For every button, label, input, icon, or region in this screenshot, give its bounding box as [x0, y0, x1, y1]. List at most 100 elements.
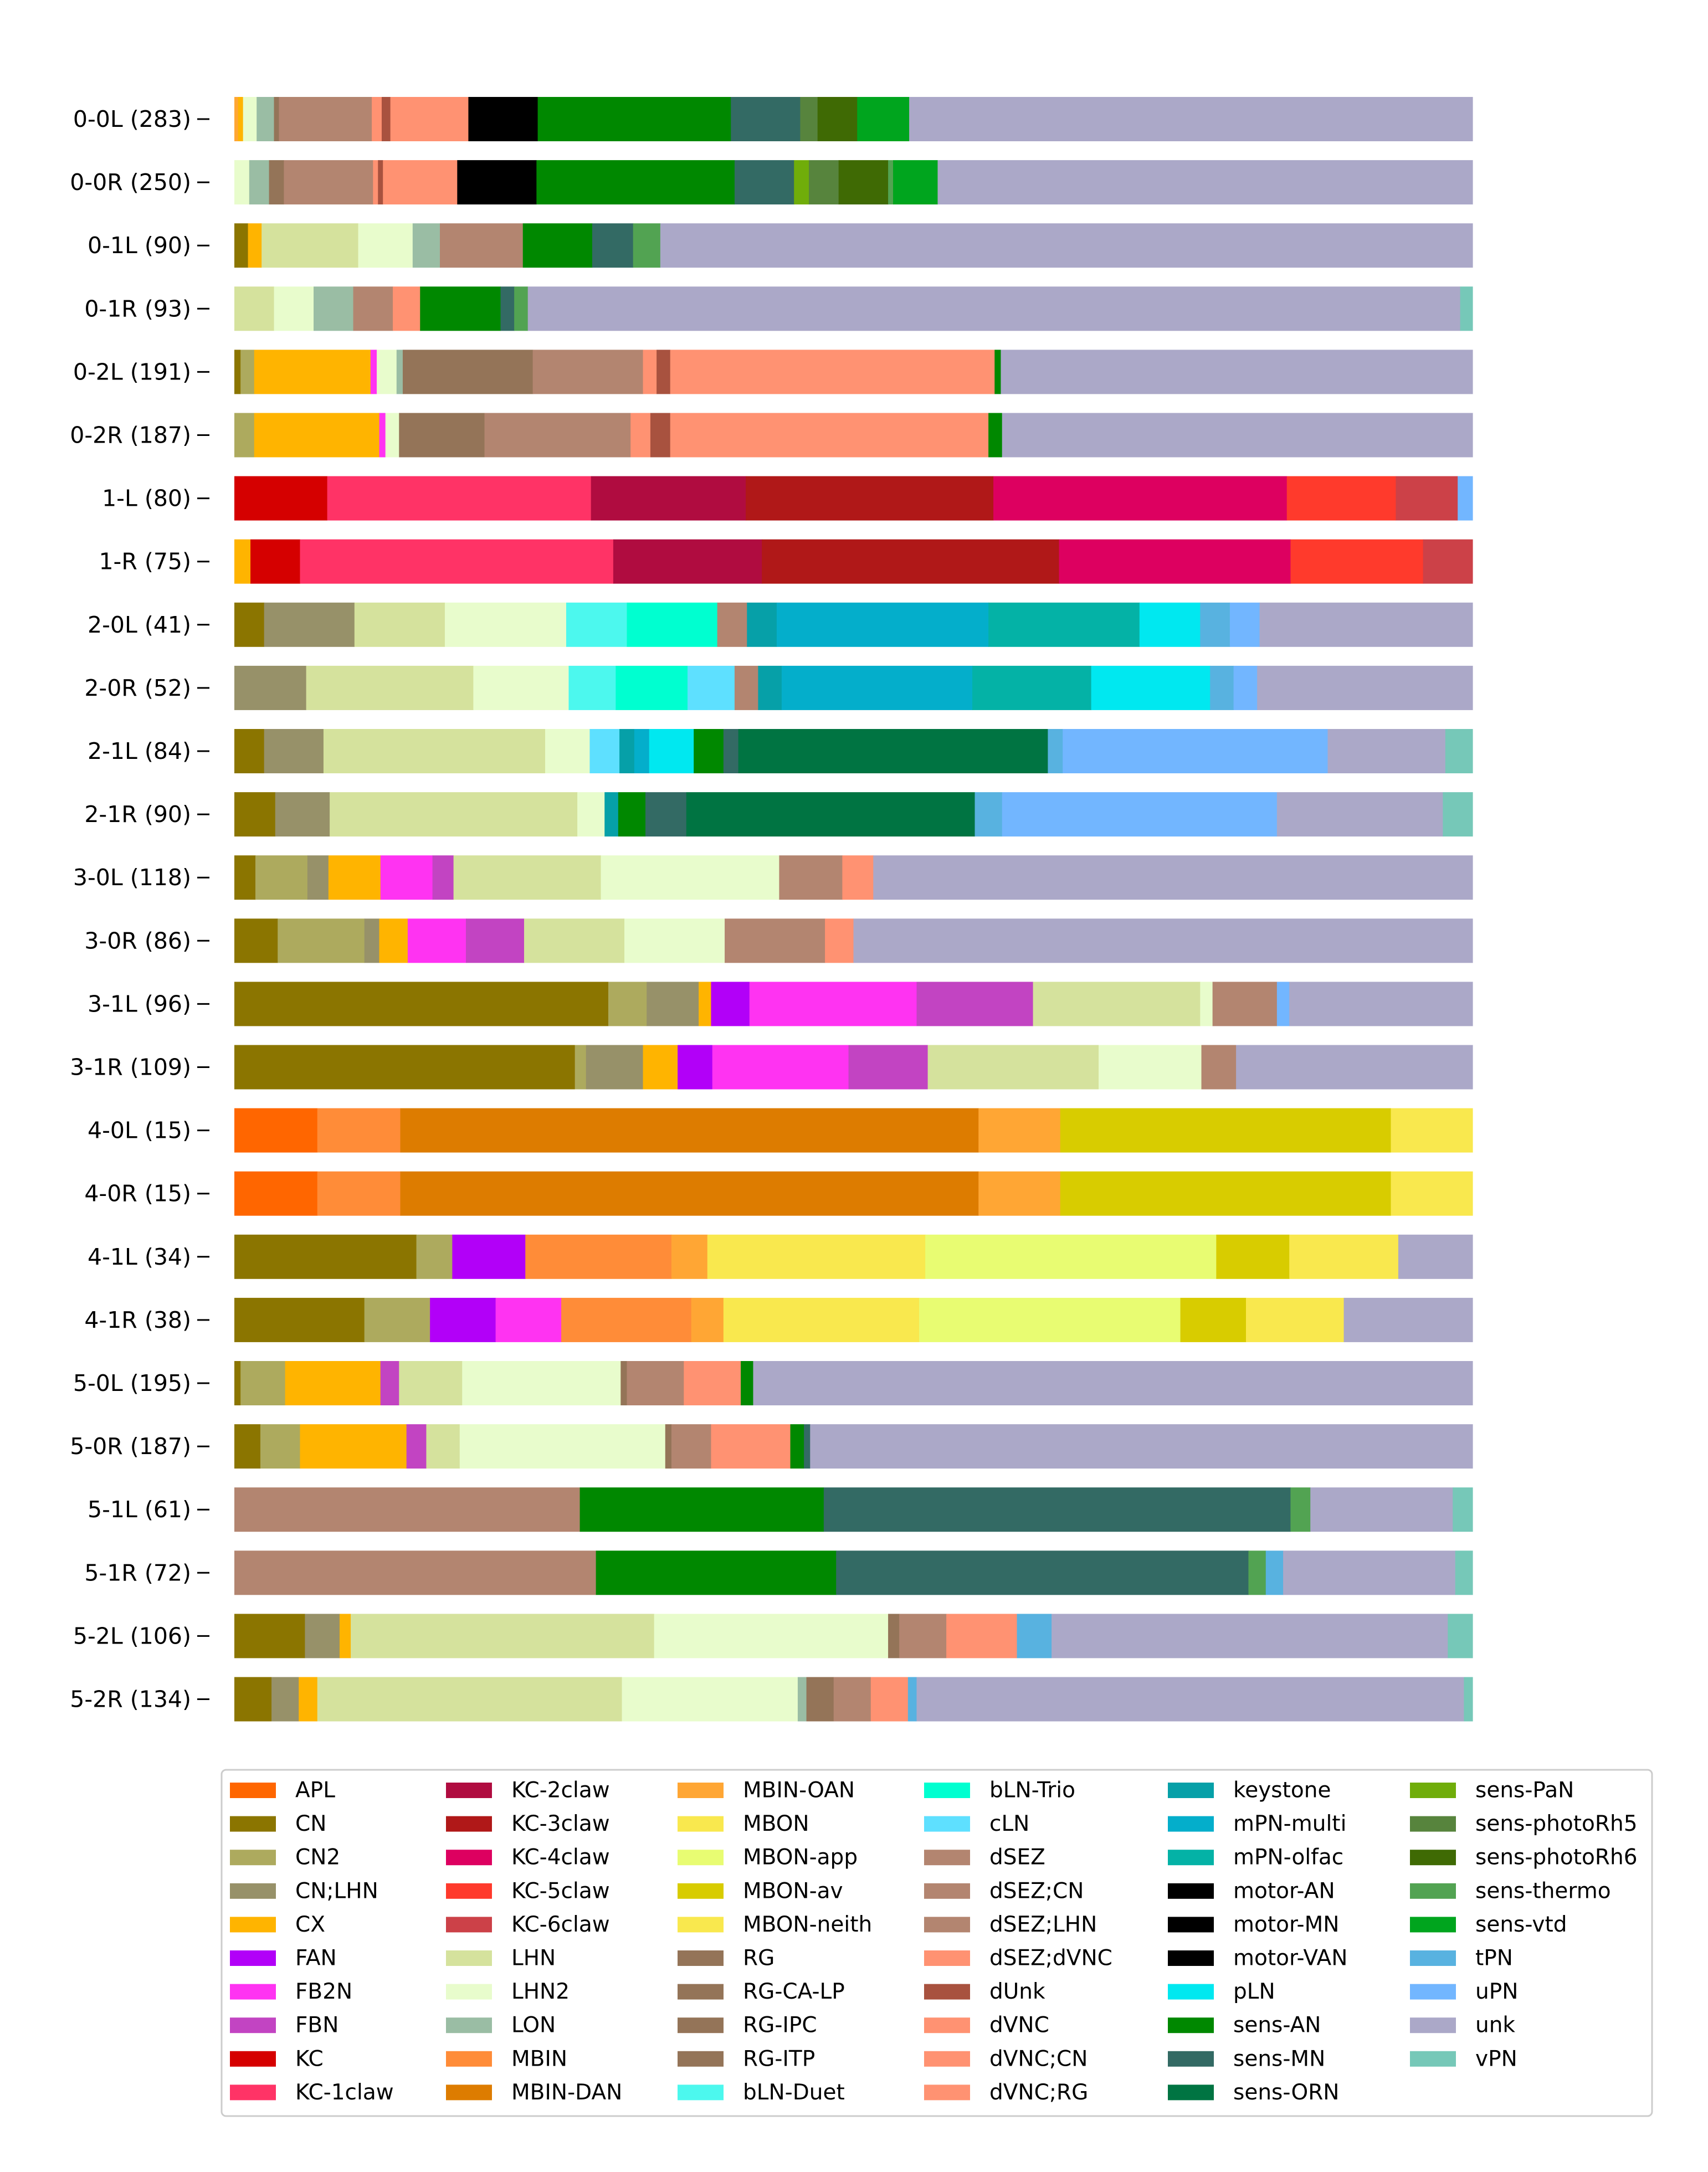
bar-segment-lhn [306, 665, 474, 710]
bar-segment-unk [1236, 1045, 1473, 1090]
bar-segment-cln [688, 665, 735, 710]
legend-label: RG-ITP [743, 2046, 815, 2071]
bar-segment-cn2 [260, 1424, 301, 1469]
bar-segment-lhn [1033, 982, 1201, 1026]
bar-segment-lhn [524, 918, 625, 963]
legend-label: sens-AN [1233, 2013, 1321, 2038]
bar-segment-fan [452, 1234, 526, 1279]
legend-swatch [230, 1917, 276, 1933]
bar-segment-cn2 [364, 1297, 430, 1342]
bar-segment-kc-6claw [1396, 476, 1458, 521]
bar-segment-cn [234, 1361, 241, 1405]
bar-segment-fb2n [712, 1045, 849, 1090]
bar-segment-pln [1091, 665, 1211, 710]
bar-segment-dvnc [825, 918, 854, 963]
bar-segment-lhn2 [622, 1677, 798, 1722]
bar-segment-rg [665, 1424, 672, 1469]
bar-segment-cn [234, 350, 241, 394]
legend-swatch [1168, 1950, 1214, 1966]
legend-label: FAN [295, 1946, 337, 1971]
bar-segment-dsez [353, 286, 393, 331]
legend-label: motor-MN [1233, 1912, 1339, 1937]
bar-segment-dsez [717, 602, 747, 647]
bar-segment-mbon-av [1216, 1234, 1290, 1279]
bar-segment-unk [909, 97, 1473, 141]
legend-swatch [1168, 1883, 1214, 1899]
legend-swatch [230, 1883, 276, 1899]
legend-swatch [1168, 2084, 1214, 2101]
legend-swatch [230, 1816, 276, 1832]
bar-segment-fb2n [379, 413, 386, 458]
bar-segment-vpn [1448, 1614, 1473, 1658]
bar-segment-sens-an [741, 1361, 754, 1405]
bar-segment-kc-3claw [762, 539, 1060, 584]
legend-label: FB2N [295, 1979, 352, 2004]
legend-swatch [446, 1816, 492, 1832]
bar-segment-cn-lhn [234, 665, 307, 710]
bar-segment-tpn [1048, 729, 1063, 773]
legend-label: sens-MN [1233, 2046, 1325, 2071]
bar-segment-cx [285, 1361, 381, 1405]
bar-segment-tpn [1265, 1550, 1284, 1595]
y-tick-label: 2-0L (41) [88, 612, 191, 638]
legend-label: MBON-app [743, 1845, 858, 1870]
bar-segment-unk [1289, 982, 1473, 1026]
bar-segment-bln-trio [616, 665, 688, 710]
legend-label: RG [743, 1946, 775, 1971]
legend-swatch [678, 1917, 724, 1933]
bar-segment-tpn [1017, 1614, 1052, 1658]
legend-swatch [924, 2051, 970, 2067]
legend-swatch [1410, 2051, 1456, 2067]
legend-label: APL [295, 1778, 335, 1803]
bar-segment-sens-thermo [514, 286, 529, 331]
bar-segment-cn [234, 792, 276, 837]
y-tick-label: 0-0R (250) [70, 169, 191, 196]
bar-segment-sens-thermo [1248, 1550, 1266, 1595]
y-tick-label: 5-2R (134) [70, 1686, 191, 1713]
y-tick-label: 1-R (75) [99, 548, 191, 575]
bar-segment-dsez [734, 665, 758, 710]
bar-segment-dsez [234, 1487, 581, 1532]
bar-segment-lhn2 [654, 1614, 889, 1658]
legend-swatch [446, 2084, 492, 2101]
bar-segment-cx [248, 223, 262, 268]
legend-swatch [230, 2017, 276, 2034]
legend-swatch [1168, 1783, 1214, 1798]
legend-swatch [230, 1950, 276, 1966]
bar-segment-fb2n [380, 855, 433, 900]
legend-swatch [924, 1984, 970, 2000]
bar-segment-lhn2 [358, 223, 413, 268]
legend-label: LHN2 [511, 1979, 570, 2004]
legend-swatch [924, 2017, 970, 2034]
y-tick-label: 3-0L (118) [73, 864, 191, 891]
legend-label: KC-4claw [511, 1845, 610, 1870]
bar-segment-cn2 [575, 1045, 587, 1090]
legend-label: CN;LHN [295, 1878, 378, 1903]
bar-segment-sens-photorh6 [838, 160, 889, 205]
legend-swatch [446, 1850, 492, 1866]
bar-segment-dsez [833, 1677, 871, 1722]
y-tick-label: 2-1L (84) [88, 738, 191, 764]
bar-segment-unk [1327, 729, 1446, 773]
bar-segment-cn [234, 729, 265, 773]
bar-segment-rg [274, 97, 280, 141]
legend-label: dSEZ;CN [989, 1878, 1084, 1903]
legend-swatch [678, 1783, 724, 1798]
bar-segment-sens-vtd [893, 160, 938, 205]
bar-segment-cx [379, 918, 408, 963]
bar-segment-lhn2 [243, 97, 257, 141]
legend-label: pLN [1233, 1979, 1275, 2004]
bar-segment-unk [660, 223, 1473, 268]
legend-swatch [678, 1850, 724, 1866]
bar-segment-dsez [671, 1424, 712, 1469]
bar-segment-dvnc [711, 1424, 791, 1469]
bar-segment-dsez [725, 918, 825, 963]
legend-label: CN2 [295, 1845, 340, 1870]
bar-segment-tpn [1210, 665, 1234, 710]
bar-segment-lhn2 [234, 160, 250, 205]
bar-segment-sens-photorh5 [809, 160, 839, 205]
legend-swatch [678, 1816, 724, 1832]
bar-segment-vpn [1445, 729, 1473, 773]
bar-segment-fbn [916, 982, 1034, 1026]
legend-label: dSEZ [989, 1845, 1045, 1870]
